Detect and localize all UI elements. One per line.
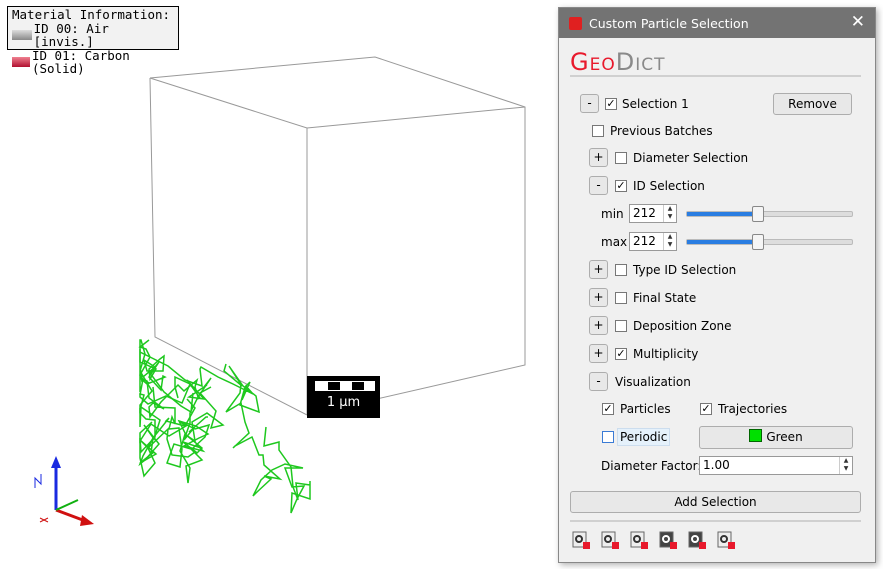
max-label: max xyxy=(601,235,628,249)
diameter-factor-label: Diameter Factor: xyxy=(601,459,702,473)
id-max-slider[interactable] xyxy=(686,234,853,250)
scale-bar-label: 1 µm xyxy=(326,395,361,410)
item-label: ID Selection xyxy=(633,179,705,193)
slider-handle[interactable] xyxy=(752,234,764,250)
item-checkbox[interactable]: ✓ xyxy=(615,347,627,360)
domain-box xyxy=(149,56,526,416)
legend-title: Material Information: xyxy=(12,7,171,22)
dialog-title: Custom Particle Selection xyxy=(589,16,749,31)
expand-toggle-button[interactable]: + xyxy=(589,316,608,335)
color-swatch xyxy=(749,429,763,442)
item-checkbox[interactable] xyxy=(615,320,627,332)
close-icon[interactable]: ✕ xyxy=(850,12,865,32)
reset-icon[interactable] xyxy=(629,530,649,550)
toolbar xyxy=(571,530,736,550)
periodic-label: Periodic xyxy=(617,428,671,446)
expand-toggle-button[interactable]: + xyxy=(589,344,608,363)
material-legend: Material Information: ID 00: Air [invis.… xyxy=(7,6,179,75)
title-bar[interactable]: Custom Particle Selection ✕ xyxy=(559,8,875,38)
selection-label: Selection 1 xyxy=(622,97,689,111)
divider xyxy=(570,520,861,522)
axes-gizmo xyxy=(34,456,94,526)
expand-toggle-button[interactable]: - xyxy=(589,372,608,391)
load-dark-icon[interactable] xyxy=(687,530,707,550)
legend-item: ID 00: Air [invis.] xyxy=(33,20,109,49)
spin-arrows-icon[interactable]: ▲ ▼ xyxy=(663,205,676,222)
divider xyxy=(570,75,861,77)
trajectories-label: Trajectories xyxy=(718,402,788,416)
add-selection-button[interactable]: Add Selection xyxy=(570,491,861,513)
legend-item: ID 01: Carbon (Solid) xyxy=(31,47,130,76)
item-label: Multiplicity xyxy=(633,347,699,361)
custom-particle-selection-dialog: Custom Particle Selection ✕ GeoDict - ✓ … xyxy=(558,7,876,563)
id-min-spinbox[interactable]: 212 ▲ ▼ xyxy=(629,204,677,223)
open-external-icon[interactable] xyxy=(716,530,736,550)
trajectory-line xyxy=(138,339,260,414)
periodic-checkbox[interactable] xyxy=(602,431,614,443)
trajectories-checkbox[interactable]: ✓ xyxy=(700,402,712,415)
load-settings-icon[interactable] xyxy=(571,530,591,550)
expand-toggle-button[interactable]: - xyxy=(589,176,608,195)
diameter-factor-spinbox[interactable]: 1.00 ▲ ▼ xyxy=(699,456,853,475)
expand-toggle-button[interactable]: + xyxy=(589,288,608,307)
item-label: Previous Batches xyxy=(610,124,713,138)
geodict-app-icon xyxy=(569,17,582,30)
spin-arrows-icon[interactable]: ▲ ▼ xyxy=(663,233,676,250)
id-max-spinbox[interactable]: 212 ▲ ▼ xyxy=(629,232,677,251)
id-min-slider[interactable] xyxy=(686,206,853,222)
particle-trajectories xyxy=(138,339,311,514)
item-checkbox[interactable]: ✓ xyxy=(615,179,627,192)
spin-arrows-icon[interactable]: ▲ ▼ xyxy=(839,457,852,474)
trajectory-line xyxy=(225,383,311,514)
item-checkbox[interactable] xyxy=(592,125,604,137)
item-label: Deposition Zone xyxy=(633,319,732,333)
geodict-logo: GeoDict xyxy=(570,48,666,76)
save-settings-icon[interactable] xyxy=(600,530,620,550)
carbon-material-icon xyxy=(12,57,30,67)
trajectory-line xyxy=(138,375,211,467)
save-dark-icon[interactable] xyxy=(658,530,678,550)
color-button[interactable]: Green xyxy=(699,426,853,449)
expand-toggle-button[interactable]: + xyxy=(589,260,608,279)
particles-checkbox[interactable]: ✓ xyxy=(602,402,614,415)
air-material-icon xyxy=(12,30,32,40)
trajectory-line xyxy=(152,386,225,484)
slider-handle[interactable] xyxy=(752,206,764,222)
item-label: Visualization xyxy=(615,375,691,389)
item-label: Final State xyxy=(633,291,697,305)
item-label: Diameter Selection xyxy=(633,151,749,165)
min-label: min xyxy=(601,207,624,221)
particles-label: Particles xyxy=(620,402,671,416)
remove-button[interactable]: Remove xyxy=(773,93,852,115)
item-checkbox[interactable] xyxy=(615,264,627,276)
item-label: Type ID Selection xyxy=(633,263,737,277)
item-checkbox[interactable] xyxy=(615,152,627,164)
selection-1-checkbox[interactable]: ✓ xyxy=(605,97,617,110)
item-checkbox[interactable] xyxy=(615,292,627,304)
scale-bar: 1 µm xyxy=(307,376,380,418)
collapse-selection-button[interactable]: - xyxy=(580,94,599,113)
expand-toggle-button[interactable]: + xyxy=(589,148,608,167)
